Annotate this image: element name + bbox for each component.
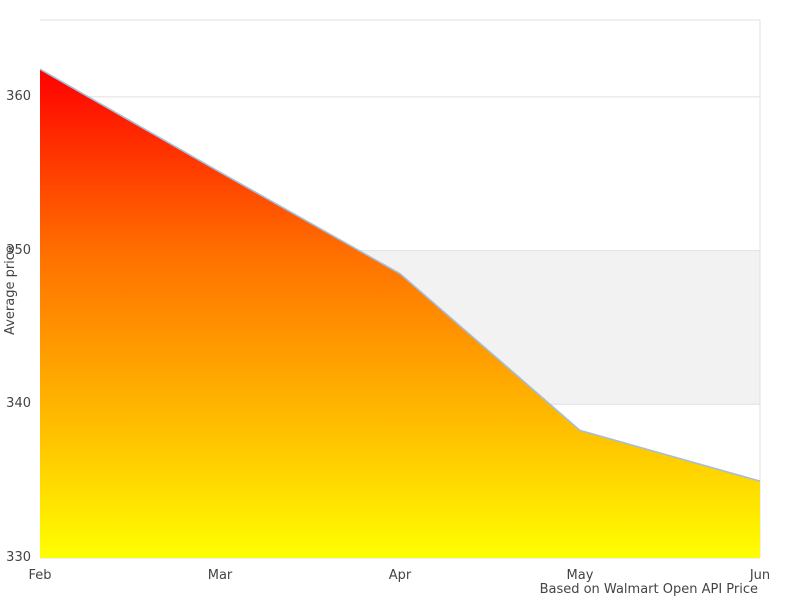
y-tick-label: 350 — [6, 242, 31, 258]
area-fill — [40, 69, 760, 558]
y-axis-title: Average price — [3, 245, 18, 335]
y-tick-label: 330 — [6, 550, 31, 565]
x-tick-label: Jun — [749, 568, 771, 583]
x-tick-label: Feb — [28, 568, 52, 583]
x-tick-label: Apr — [388, 568, 412, 583]
x-tick-label: Mar — [207, 568, 233, 583]
price-line — [39, 68, 761, 482]
y-tick-label: 340 — [6, 396, 31, 412]
y-tick-label: 360 — [6, 88, 31, 104]
chart-caption: Based on Walmart Open API Price — [539, 582, 758, 597]
x-tick-label: May — [566, 568, 594, 583]
